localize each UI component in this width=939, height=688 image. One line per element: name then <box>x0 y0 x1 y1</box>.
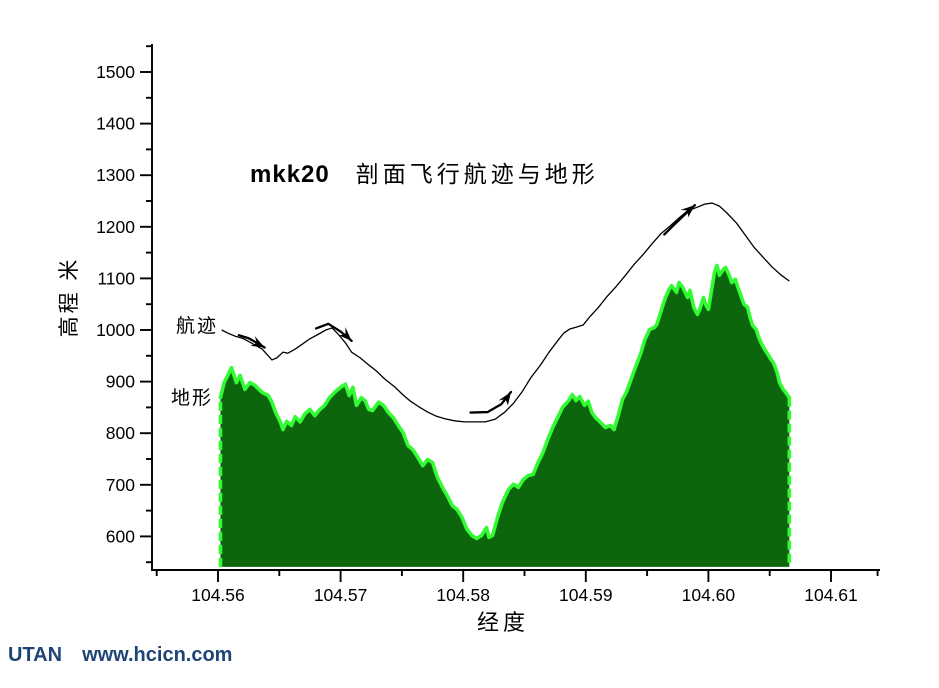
chart-title-code: mkk20 <box>250 161 330 188</box>
x-tick-label: 104.57 <box>314 585 368 605</box>
y-axis-title: 高程 米 <box>58 256 81 338</box>
x-tick-label: 104.61 <box>804 585 858 605</box>
y-tick-label: 800 <box>106 423 135 443</box>
x-tick-label: 104.56 <box>191 585 245 605</box>
y-tick-label: 700 <box>106 475 135 495</box>
y-tick-label: 1400 <box>96 114 135 134</box>
direction-arrow-2 <box>314 322 353 342</box>
series-label-terrain: 地形 <box>171 388 214 409</box>
direction-arrow-1 <box>237 334 266 349</box>
axis-spines <box>151 44 880 571</box>
y-tick-label: 1200 <box>96 217 135 237</box>
direction-arrow-4 <box>663 203 697 236</box>
x-axis-title: 经度 <box>477 610 530 635</box>
chart-title: mkk20 剖面飞行航迹与地形 <box>250 155 599 189</box>
direction-arrow-3 <box>469 390 513 414</box>
x-tick-label: 104.60 <box>682 585 736 605</box>
x-tick-label: 104.58 <box>436 585 490 605</box>
y-tick-label: 1100 <box>97 268 135 288</box>
x-tick-label: 104.59 <box>559 585 613 605</box>
footer-brand: UTAN <box>8 644 63 666</box>
footer-url: www.hcicn.com <box>82 644 233 666</box>
terrain-outline <box>218 263 792 541</box>
y-tick-label: 1000 <box>96 320 135 340</box>
footer-watermark: UTAN www.hcicn.com <box>8 644 232 667</box>
y-tick-label: 600 <box>106 526 135 546</box>
y-tick-label: 900 <box>106 372 135 392</box>
y-tick-label: 1500 <box>96 62 135 82</box>
y-tick-label: 1300 <box>96 165 135 185</box>
terrain-area <box>220 265 790 567</box>
chart-title-text: 剖面飞行航迹与地形 <box>355 161 599 187</box>
series-label-trajectory: 航迹 <box>176 316 219 337</box>
